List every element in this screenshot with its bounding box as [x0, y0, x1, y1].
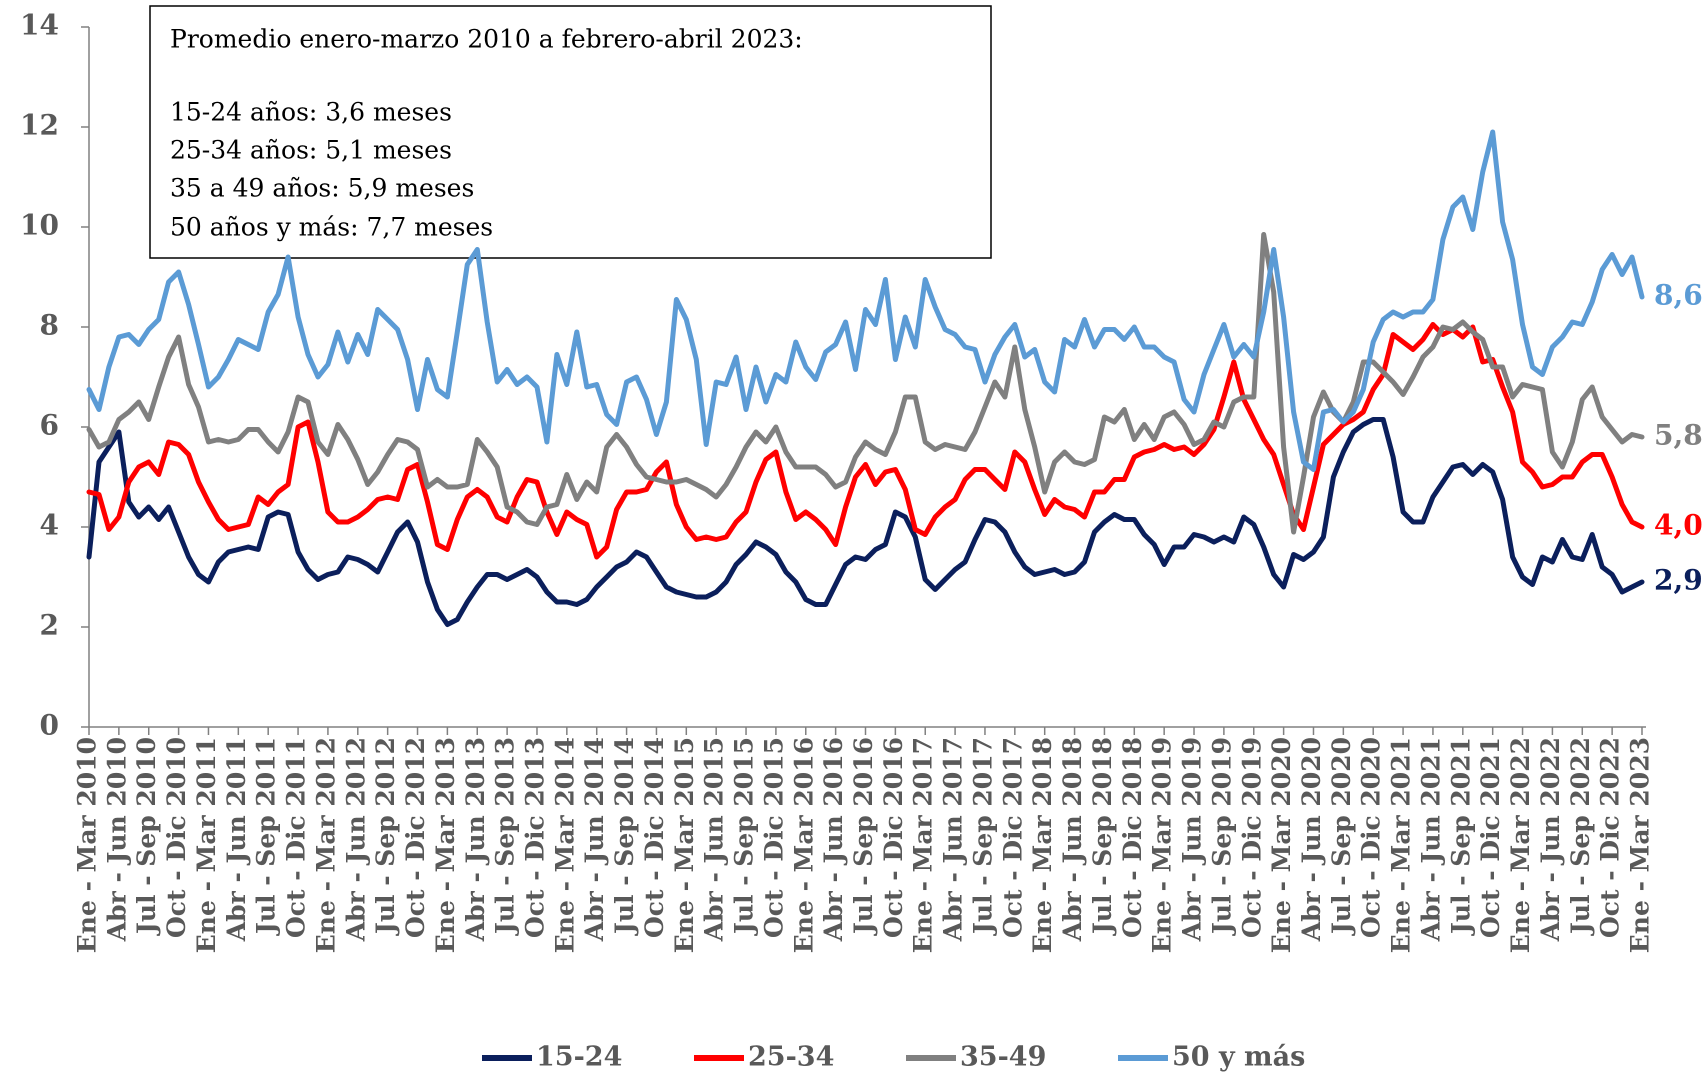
legend-label: 35-49 — [960, 1042, 1046, 1073]
x-tick-label: Abr - Jun 2012 — [341, 737, 370, 942]
end-label: 5,8 — [1654, 419, 1703, 452]
annotation-line: 15-24 años: 3,6 meses — [170, 98, 452, 127]
x-tick-label: Oct - Dic 2013 — [520, 737, 549, 938]
x-tick-label: Ene - Mar 2017 — [909, 737, 938, 953]
x-tick-label: Ene - Mar 2010 — [73, 737, 102, 953]
annotation-line: 50 años y más: 7,7 meses — [170, 213, 493, 242]
y-tick-label: 0 — [40, 709, 59, 742]
y-tick-label: 8 — [40, 309, 59, 342]
x-tick-label: Oct - Dic 2015 — [759, 737, 788, 938]
end-label: 2,9 — [1654, 564, 1703, 597]
y-tick-label: 2 — [40, 609, 59, 642]
x-tick-label: Jul - Sep 2012 — [371, 737, 400, 936]
x-tick-label: Ene - Mar 2014 — [550, 737, 579, 953]
x-tick-label: Abr - Jun 2017 — [939, 737, 968, 942]
x-tick-label: Jul - Sep 2011 — [252, 737, 281, 936]
x-tick-label: Oct - Dic 2020 — [1357, 737, 1386, 938]
series-line — [86, 417, 1645, 627]
x-tick-label: Oct - Dic 2012 — [401, 737, 430, 938]
x-tick-label: Jul - Sep 2021 — [1446, 737, 1475, 936]
x-tick-label: Oct - Dic 2021 — [1476, 737, 1505, 938]
x-tick-label: Jul - Sep 2020 — [1327, 737, 1356, 936]
annotation-line: 35 a 49 años: 5,9 meses — [170, 174, 474, 203]
x-tick-label: Ene - Mar 2018 — [1028, 737, 1057, 953]
x-tick-label: Jul - Sep 2016 — [849, 737, 878, 936]
x-tick-label: Abr - Jun 2015 — [700, 737, 729, 942]
x-tick-label: Ene - Mar 2015 — [670, 737, 699, 953]
x-tick-label: Ene - Mar 2013 — [431, 737, 460, 953]
series-line — [86, 129, 1645, 472]
y-tick-label: 6 — [40, 409, 59, 442]
series-line — [86, 232, 1645, 535]
legend-label: 15-24 — [536, 1042, 622, 1073]
x-tick-label: Ene - Mar 2019 — [1148, 737, 1177, 953]
x-tick-label: Jul - Sep 2010 — [132, 737, 161, 936]
x-tick-label: Jul - Sep 2013 — [491, 737, 520, 936]
y-tick-label: 10 — [20, 209, 59, 242]
annotation-line: 25-34 años: 5,1 meses — [170, 136, 452, 165]
y-tick-label: 4 — [40, 509, 59, 542]
x-tick-label: Abr - Jun 2022 — [1536, 737, 1565, 942]
x-tick-label: Abr - Jun 2016 — [819, 737, 848, 942]
x-tick-label: Ene - Mar 2016 — [789, 737, 818, 953]
x-tick-label: Abr - Jun 2021 — [1416, 737, 1445, 942]
x-tick-label: Oct - Dic 2019 — [1237, 737, 1266, 938]
x-tick-label: Abr - Jun 2020 — [1297, 737, 1326, 942]
x-tick-label: Ene - Mar 2020 — [1267, 737, 1296, 953]
legend-label: 25-34 — [748, 1042, 834, 1073]
y-tick-label: 14 — [20, 9, 59, 42]
x-tick-label: Ene - Mar 2012 — [311, 737, 340, 953]
x-tick-label: Jul - Sep 2019 — [1207, 737, 1236, 936]
end-label: 8,6 — [1654, 279, 1703, 312]
x-tick-label: Jul - Sep 2014 — [610, 737, 639, 936]
x-tick-label: Jul - Sep 2018 — [1088, 737, 1117, 936]
x-tick-label: Jul - Sep 2022 — [1566, 737, 1595, 936]
x-tick-label: Oct - Dic 2010 — [162, 737, 191, 938]
x-tick-label: Oct - Dic 2014 — [640, 737, 669, 938]
x-tick-label: Jul - Sep 2017 — [968, 737, 997, 936]
x-tick-label: Oct - Dic 2016 — [879, 737, 908, 938]
annotation-box — [149, 5, 992, 259]
x-tick-label: Jul - Sep 2015 — [730, 737, 759, 936]
x-tick-label: Ene - Mar 2023 — [1626, 737, 1655, 953]
x-tick-label: Abr - Jun 2013 — [461, 737, 490, 942]
x-tick-label: Abr - Jun 2019 — [1178, 737, 1207, 942]
x-tick-label: Oct - Dic 2018 — [1118, 737, 1147, 938]
x-tick-label: Oct - Dic 2011 — [282, 737, 311, 938]
x-tick-label: Ene - Mar 2021 — [1387, 737, 1416, 953]
x-tick-label: Abr - Jun 2010 — [102, 737, 131, 942]
x-tick-label: Oct - Dic 2017 — [998, 737, 1027, 938]
x-tick-label: Ene - Mar 2011 — [192, 737, 221, 953]
y-tick-label: 12 — [20, 109, 59, 142]
x-tick-label: Abr - Jun 2011 — [222, 737, 251, 942]
annotation-line: Promedio enero-marzo 2010 a febrero-abri… — [170, 25, 803, 54]
end-label: 4,0 — [1654, 509, 1703, 542]
legend-label: 50 y más — [1172, 1042, 1305, 1073]
x-tick-label: Abr - Jun 2014 — [580, 737, 609, 942]
x-tick-label: Oct - Dic 2022 — [1596, 737, 1625, 938]
x-tick-label: Ene - Mar 2022 — [1506, 737, 1535, 953]
x-tick-label: Abr - Jun 2018 — [1058, 737, 1087, 942]
